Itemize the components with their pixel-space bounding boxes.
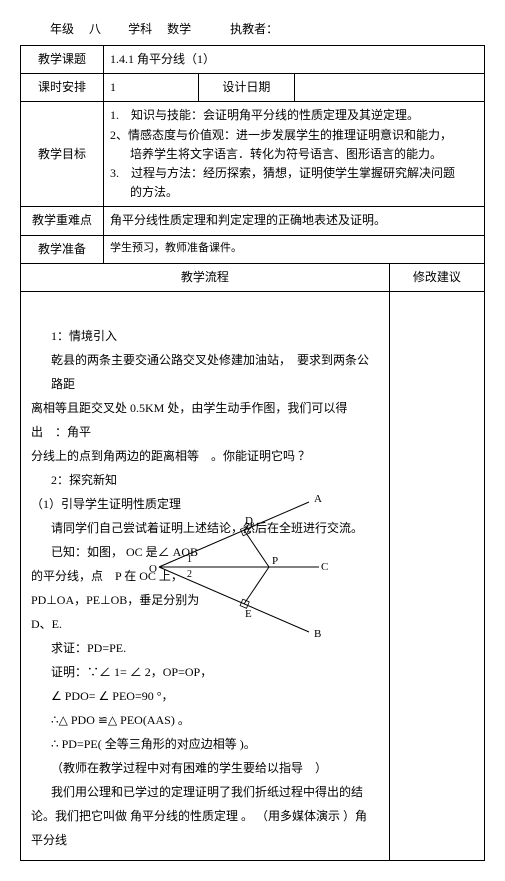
proof1: 证明：∵∠ 1= ∠ 2，OP=OP， — [31, 660, 379, 684]
subject-label: 学科 — [128, 22, 152, 36]
schedule-value: 1 — [104, 74, 199, 102]
geometry-diagram: A B C O D E P 1 2 — [149, 492, 329, 642]
goal-1: 1. 知识与技能：会证明角平分线的性质定理及其逆定理。 — [110, 106, 478, 125]
label-d: D — [245, 515, 253, 527]
note: （教师在教学过程中对有困难的学生要给以指导 ） — [31, 756, 379, 780]
flow-header-right: 修改建议 — [389, 263, 484, 291]
label-a: A — [314, 493, 322, 505]
lesson-table: 教学课题 1.4.1 角平分线（1） 课时安排 1 设计日期 教学目标 1. 知… — [20, 45, 485, 861]
goal-3a: 3. 过程与方法：经历探索，猜想，证明使学生掌握研究解决问题 — [110, 164, 478, 183]
p3a: 我们用公理和已学过的定理证明了我们折纸过程中得出的结 — [31, 780, 379, 804]
flow-content: 1：情境引入 乾县的两条主要交通公路交叉处修建加油站， 要求到两条公路距 离相等… — [21, 291, 390, 860]
subject-value: 数学 — [167, 22, 191, 36]
p3b: 论。我们把它叫做 角平分线的性质定理 。 （用多媒体演示 ）角平分线 — [31, 804, 379, 852]
label-2: 2 — [187, 569, 192, 580]
p1a: 乾县的两条主要交通公路交叉处修建加油站， 要求到两条公路距 — [31, 348, 379, 396]
teacher-label: 执教者： — [230, 22, 278, 36]
goal-2b: 培养学生将文字语言．转化为符号语言、图形语言的能力。 — [110, 145, 478, 164]
p1c: 分线上的点到角两边的距离相等 。你能证明它吗 ？ — [31, 444, 379, 468]
label-b: B — [314, 628, 321, 640]
prep-label: 教学准备 — [21, 235, 104, 263]
proof2: ∠ PDO= ∠ PEO=90 °， — [31, 684, 379, 708]
flow-header-left: 教学流程 — [21, 263, 390, 291]
p1b: 离相等且距交叉处 0.5KM 处，由学生动手作图，我们可以得出 ：角平 — [31, 396, 379, 444]
grade-label: 年级 — [50, 22, 74, 36]
topic-value: 1.4.1 角平分线（1） — [104, 46, 485, 74]
proof4: ∴ PD=PE( 全等三角形的对应边相等 )。 — [31, 732, 379, 756]
goal-3b: 的方法。 — [110, 183, 478, 202]
grade-value: 八 — [89, 22, 101, 36]
sec2-title: 2：探究新知 — [31, 468, 379, 492]
label-c: C — [321, 561, 328, 573]
label-1: 1 — [187, 554, 192, 565]
topic-label: 教学课题 — [21, 46, 104, 74]
label-o: O — [149, 563, 157, 575]
date-label: 设计日期 — [199, 74, 294, 102]
date-value — [294, 74, 485, 102]
difficulty-value: 角平分线性质定理和判定定理的正确地表述及证明。 — [104, 207, 485, 235]
goals-content: 1. 知识与技能：会证明角平分线的性质定理及其逆定理。 2、情感态度与价值观：进… — [104, 102, 485, 207]
difficulty-label: 教学重难点 — [21, 207, 104, 235]
prep-value: 学生预习，教师准备课件。 — [104, 235, 485, 263]
label-p: P — [272, 555, 278, 567]
schedule-label: 课时安排 — [21, 74, 104, 102]
proof3: ∴△ PDO ≌△ PEO(AAS) 。 — [31, 708, 379, 732]
goal-2a: 2、情感态度与价值观：进一步发展学生的推理证明意识和能力， — [110, 126, 478, 145]
flow-notes — [389, 291, 484, 860]
goals-label: 教学目标 — [21, 102, 104, 207]
label-e: E — [245, 608, 252, 620]
sec1-title: 1：情境引入 — [31, 324, 379, 348]
